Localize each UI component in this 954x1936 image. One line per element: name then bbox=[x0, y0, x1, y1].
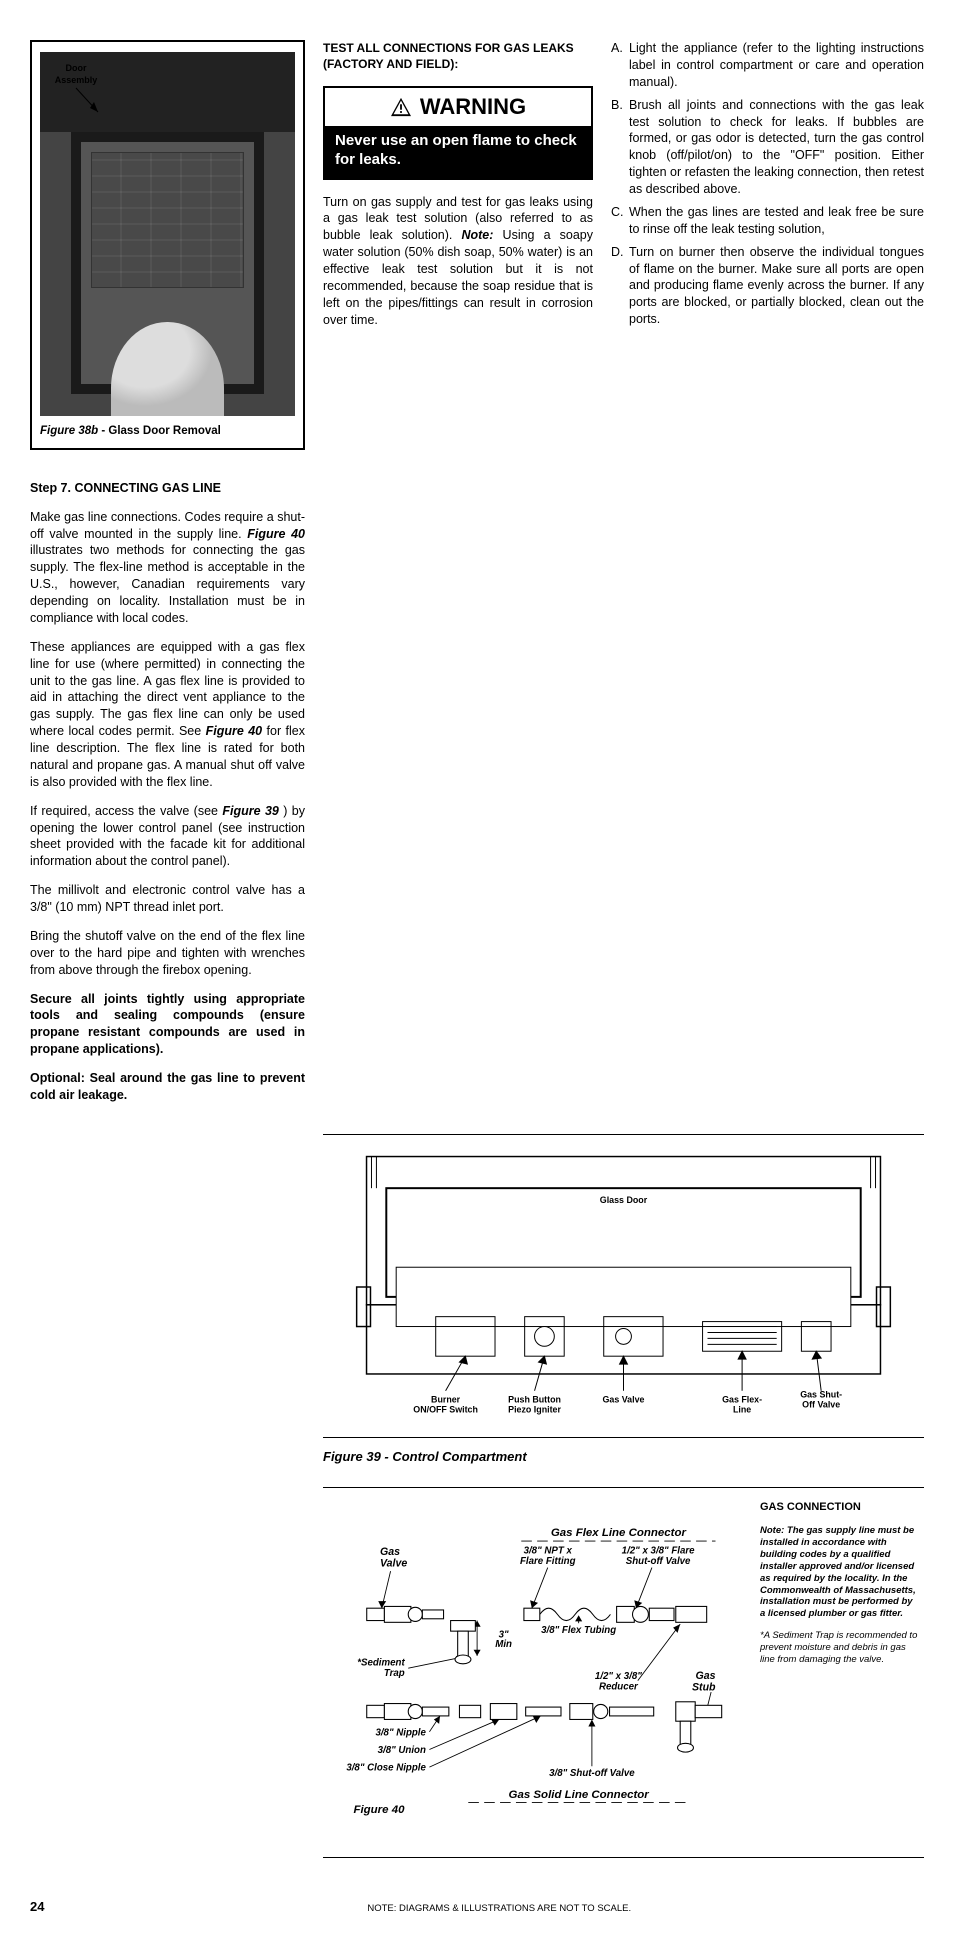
left-column: Door Assembly Figure 38b - Glass Door Re… bbox=[30, 40, 305, 1116]
figure-38b-ref: Figure 38b bbox=[40, 425, 98, 437]
svg-text:*Sediment: *Sediment bbox=[357, 1658, 405, 1669]
step7-p2: These appliances are equipped with a gas… bbox=[30, 639, 305, 791]
svg-text:Gas Solid Line Connector: Gas Solid Line Connector bbox=[509, 1789, 650, 1801]
footer-note: NOTE: DIAGRAMS & ILLUSTRATIONS ARE NOT T… bbox=[74, 1903, 924, 1916]
svg-text:Shut-off Valve: Shut-off Valve bbox=[626, 1556, 691, 1567]
page-footer: 24 NOTE: DIAGRAMS & ILLUSTRATIONS ARE NO… bbox=[30, 1898, 924, 1916]
step7-p3: If required, access the valve (see Figur… bbox=[30, 803, 305, 871]
figure-40-side: GAS CONNECTION Note: The gas supply line… bbox=[760, 1500, 920, 1845]
figure-39-diagram: Glass Door bbox=[327, 1147, 920, 1427]
midcol-p1: Turn on gas supply and test for gas leak… bbox=[323, 194, 593, 329]
glass-door-label: Glass Door bbox=[600, 1195, 648, 1205]
figure-39-section: Glass Door bbox=[323, 1134, 924, 1466]
figure-38b-box: Door Assembly Figure 38b - Glass Door Re… bbox=[30, 40, 305, 450]
svg-text:Piezo Igniter: Piezo Igniter bbox=[508, 1404, 561, 1414]
svg-text:Reducer: Reducer bbox=[599, 1682, 639, 1693]
figure-38b-caption: Figure 38b - Glass Door Removal bbox=[40, 424, 295, 440]
list-item: C.When the gas lines are tested and leak… bbox=[611, 204, 924, 238]
svg-text:3/8" Shut-off Valve: 3/8" Shut-off Valve bbox=[549, 1768, 635, 1779]
sediment-note: *A Sediment Trap is recommended to preve… bbox=[760, 1630, 920, 1666]
svg-text:Min: Min bbox=[495, 1639, 512, 1650]
door-assembly-image: Door Assembly bbox=[40, 52, 295, 416]
step7-p4: The millivolt and electronic control val… bbox=[30, 882, 305, 916]
list-item: A.Light the appliance (refer to the ligh… bbox=[611, 40, 924, 91]
middle-column: TEST ALL CONNECTIONS FOR GAS LEAKS (FACT… bbox=[323, 40, 593, 1116]
svg-text:Burner: Burner bbox=[431, 1394, 461, 1404]
step7-p7: Optional: Seal around the gas line to pr… bbox=[30, 1070, 305, 1104]
svg-text:Figure 40: Figure 40 bbox=[353, 1804, 405, 1816]
door-assembly-label: Door Assembly bbox=[46, 62, 106, 119]
door-assembly-text: Door Assembly bbox=[55, 63, 98, 85]
svg-text:Valve: Valve bbox=[380, 1558, 407, 1570]
top-row: Door Assembly Figure 38b - Glass Door Re… bbox=[30, 40, 924, 1116]
list-item: B.Brush all joints and connections with … bbox=[611, 97, 924, 198]
svg-text:Trap: Trap bbox=[384, 1669, 405, 1680]
svg-text:Gas Shut-: Gas Shut- bbox=[800, 1389, 842, 1399]
svg-text:3/8" NPT x: 3/8" NPT x bbox=[524, 1546, 573, 1557]
svg-text:Gas: Gas bbox=[380, 1547, 400, 1559]
steps-list: A.Light the appliance (refer to the ligh… bbox=[611, 40, 924, 328]
step7-p1: Make gas line connections. Codes require… bbox=[30, 509, 305, 627]
right-column: A.Light the appliance (refer to the ligh… bbox=[611, 40, 924, 1116]
list-item: D.Turn on burner then observe the indivi… bbox=[611, 244, 924, 328]
svg-text:3/8" Union: 3/8" Union bbox=[378, 1745, 426, 1756]
gas-connection-note: Note: The gas supply line must be instal… bbox=[760, 1525, 920, 1620]
step7-p5: Bring the shutoff valve on the end of th… bbox=[30, 928, 305, 979]
svg-text:3/8" Flex Tubing: 3/8" Flex Tubing bbox=[541, 1625, 616, 1636]
svg-text:Push Button: Push Button bbox=[508, 1394, 561, 1404]
svg-text:Flare Fitting: Flare Fitting bbox=[520, 1556, 576, 1567]
svg-text:Gas: Gas bbox=[696, 1670, 716, 1682]
figure-40-section: Gas Flex Line Connector Gas Valve 3/8" N… bbox=[323, 1487, 924, 1858]
figure-40-diagram: Gas Flex Line Connector Gas Valve 3/8" N… bbox=[327, 1500, 742, 1845]
warning-title: WARNING bbox=[420, 92, 526, 122]
gas-connection-heading: GAS CONNECTION bbox=[760, 1500, 920, 1515]
svg-text:ON/OFF Switch: ON/OFF Switch bbox=[413, 1404, 478, 1414]
svg-text:Line: Line bbox=[733, 1404, 751, 1414]
svg-text:Stub: Stub bbox=[692, 1682, 716, 1694]
step-7-heading: Step 7. CONNECTING GAS LINE bbox=[30, 480, 305, 497]
warning-icon bbox=[390, 97, 412, 117]
svg-text:3/8" Close Nipple: 3/8" Close Nipple bbox=[346, 1763, 426, 1774]
warning-body: Never use an open flame to check for lea… bbox=[325, 126, 591, 178]
warning-header: WARNING bbox=[325, 88, 591, 126]
page-number: 24 bbox=[30, 1898, 44, 1916]
figure-39-box: Glass Door bbox=[323, 1134, 924, 1438]
svg-text:Gas Valve: Gas Valve bbox=[603, 1394, 645, 1404]
svg-text:1/2" x 3/8" Flare: 1/2" x 3/8" Flare bbox=[622, 1546, 695, 1557]
test-connections-heading: TEST ALL CONNECTIONS FOR GAS LEAKS (FACT… bbox=[323, 40, 593, 72]
figure-39-caption: Figure 39 - Control Compartment bbox=[323, 1448, 924, 1466]
svg-text:Gas Flex Line Connector: Gas Flex Line Connector bbox=[551, 1527, 687, 1539]
warning-box: WARNING Never use an open flame to check… bbox=[323, 86, 593, 179]
svg-text:Off Valve: Off Valve bbox=[802, 1399, 840, 1409]
svg-text:3/8" Nipple: 3/8" Nipple bbox=[375, 1728, 426, 1739]
arrow-icon bbox=[46, 86, 106, 116]
svg-text:1/2" x 3/8": 1/2" x 3/8" bbox=[595, 1671, 642, 1682]
step7-p6: Secure all joints tightly using appropri… bbox=[30, 991, 305, 1059]
figure-38b-title: - Glass Door Removal bbox=[98, 425, 221, 437]
svg-text:Gas Flex-: Gas Flex- bbox=[722, 1394, 762, 1404]
